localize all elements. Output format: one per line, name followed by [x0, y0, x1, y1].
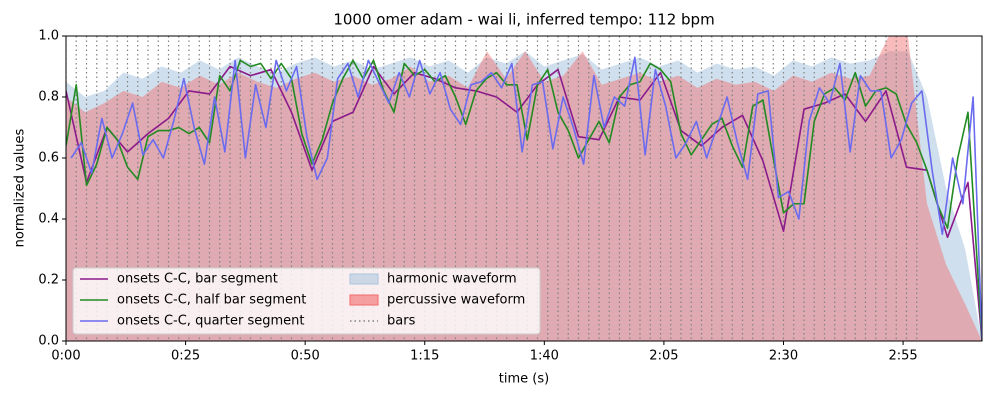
legend-label: bars — [387, 314, 416, 329]
legend-label: harmonic waveform — [387, 272, 517, 287]
y-tick-label: 0.2 — [38, 273, 59, 288]
x-tick-label: 1:40 — [530, 349, 559, 364]
onset-line — [66, 59, 982, 341]
legend-box — [72, 267, 541, 335]
x-axis-label: time (s) — [499, 372, 549, 387]
axes-frame — [65, 35, 983, 342]
x-tick-label: 2:55 — [888, 349, 917, 364]
legend-label: percussive waveform — [387, 293, 525, 308]
legend-patch — [349, 273, 379, 285]
legend-label: onsets C-C, quarter segment — [117, 314, 304, 329]
y-tick-label: 0.8 — [38, 90, 59, 105]
legend-patch — [349, 294, 379, 306]
chart-title: 1000 omer adam - wai li, inferred tempo:… — [333, 11, 714, 29]
y-tick-label: 0.0 — [38, 334, 59, 349]
y-axis-label: normalized values — [13, 128, 28, 247]
y-tick-label: 1.0 — [38, 29, 59, 44]
x-tick-label: 0:25 — [171, 349, 200, 364]
legend: onsets C-C, bar segment onsets C-C, half … — [72, 267, 541, 335]
x-tick-label: 1:15 — [410, 349, 439, 364]
onset-line — [70, 56, 982, 341]
x-tick-label: 0:50 — [291, 349, 320, 364]
legend-label: onsets C-C, bar segment — [117, 272, 278, 287]
legend-label: onsets C-C, half bar segment — [117, 293, 306, 308]
y-tick-label: 0.6 — [38, 151, 59, 166]
y-tick-label: 0.4 — [38, 212, 59, 227]
x-tick-label: 2:05 — [649, 349, 678, 364]
x-tick-label: 0:00 — [51, 349, 80, 364]
x-tick-label: 2:30 — [769, 349, 798, 364]
waveform-area — [66, 36, 982, 341]
